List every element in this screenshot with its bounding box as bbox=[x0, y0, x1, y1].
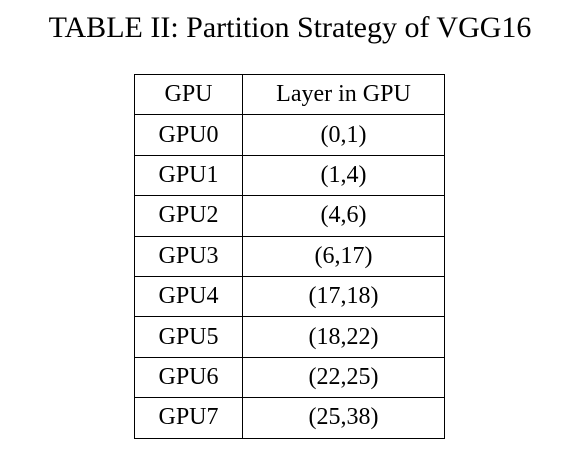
gpu-cell: GPU7 bbox=[134, 397, 243, 439]
layer-range-cell: (25,38) bbox=[242, 397, 445, 439]
table-row: GPU7 (25,38) bbox=[134, 397, 445, 439]
layer-range-cell: (4,6) bbox=[242, 195, 445, 237]
table-row: GPU3 (6,17) bbox=[134, 235, 445, 277]
gpu-cell: GPU4 bbox=[134, 275, 243, 318]
gpu-cell: GPU5 bbox=[134, 316, 243, 358]
table-row: GPU4 (17,18) bbox=[134, 275, 445, 318]
table-header-row: GPU Layer in GPU bbox=[134, 73, 445, 116]
layer-range-cell: (18,22) bbox=[242, 316, 445, 358]
layer-range-cell: (1,4) bbox=[242, 154, 445, 197]
gpu-cell: GPU1 bbox=[134, 154, 243, 197]
gpu-cell: GPU0 bbox=[134, 114, 243, 156]
table-row: GPU6 (22,25) bbox=[134, 356, 445, 399]
header-layer-in-gpu: Layer in GPU bbox=[242, 73, 445, 116]
table-row: GPU1 (1,4) bbox=[134, 154, 445, 197]
partition-table: GPU Layer in GPU GPU0 (0,1) GPU1 (1,4) G… bbox=[134, 73, 445, 439]
table-row: GPU0 (0,1) bbox=[134, 114, 445, 156]
table-row: GPU2 (4,6) bbox=[134, 195, 445, 237]
table-row: GPU5 (18,22) bbox=[134, 316, 445, 358]
gpu-cell: GPU3 bbox=[134, 235, 243, 277]
layer-range-cell: (0,1) bbox=[242, 114, 445, 156]
gpu-cell: GPU6 bbox=[134, 356, 243, 399]
header-gpu: GPU bbox=[134, 73, 243, 116]
layer-range-cell: (6,17) bbox=[242, 235, 445, 277]
gpu-cell: GPU2 bbox=[134, 195, 243, 237]
table-caption: TABLE II: Partition Strategy of VGG16 bbox=[48, 11, 532, 44]
layer-range-cell: (22,25) bbox=[242, 356, 445, 399]
layer-range-cell: (17,18) bbox=[242, 275, 445, 318]
